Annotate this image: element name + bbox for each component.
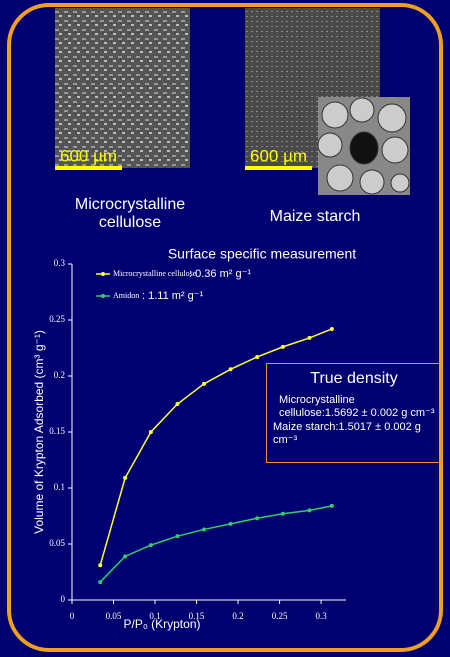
legend-label: Amidon <box>113 291 139 300</box>
image-caption: Maize starch <box>255 208 375 226</box>
y-tick-label: 0.2 <box>54 370 65 380</box>
x-tick-label: 0.05 <box>106 611 122 621</box>
x-tick-label: 0.25 <box>272 611 288 621</box>
scale-label: 600 µm <box>250 146 307 165</box>
image-caption: Microcrystalline cellulose <box>55 196 205 232</box>
series-line <box>100 506 332 582</box>
data-point <box>330 327 334 331</box>
chart-title: Surface specific measurement <box>168 246 356 262</box>
data-point <box>229 367 233 371</box>
chart: 600 µm 600 µm Surface specific measureme… <box>0 0 450 657</box>
y-tick-label: 0.25 <box>49 314 65 324</box>
slide: 600 µm 600 µm Surface specific measureme… <box>0 0 450 657</box>
legend-annotation: : 1.11 m² g⁻¹ <box>142 290 204 302</box>
data-point <box>175 402 179 406</box>
x-tick-label: 0.1 <box>149 611 160 621</box>
legend-label: Microcrystalline cellulose <box>113 269 197 278</box>
data-point <box>98 563 102 567</box>
y-axis-label: Volume of Krypton Adsorbed (cm³ g⁻¹) <box>32 330 46 534</box>
data-point <box>255 516 259 520</box>
data-point <box>202 382 206 386</box>
sem-image <box>55 8 190 168</box>
y-tick-label: 0.15 <box>49 426 65 436</box>
data-point <box>330 504 334 508</box>
data-point <box>202 527 206 531</box>
y-tick-label: 0 <box>61 594 66 604</box>
legend-marker <box>101 272 105 276</box>
data-point <box>281 512 285 516</box>
box-title: True density <box>271 370 437 388</box>
true-density-box: True density Microcrystalline cellulose:… <box>266 363 442 463</box>
y-tick-label: 0.05 <box>49 538 65 548</box>
data-point <box>149 430 153 434</box>
data-point <box>123 554 127 558</box>
legend-marker <box>101 294 105 298</box>
density-line: Maize starch:1.5017 ± 0.002 g cm⁻³ <box>273 421 437 446</box>
starch-grains <box>318 98 409 194</box>
data-point <box>307 336 311 340</box>
density-line: Microcrystalline cellulose:1.5692 ± 0.00… <box>279 394 437 419</box>
scale-label: 600 µm <box>60 146 117 165</box>
data-point <box>281 345 285 349</box>
data-point <box>123 476 127 480</box>
x-tick-label: 0.15 <box>189 611 205 621</box>
y-tick-label: 0.3 <box>54 258 66 268</box>
data-point <box>149 543 153 547</box>
data-point <box>307 508 311 512</box>
legend-annotation: : 0.36 m² g⁻¹ <box>189 268 251 280</box>
data-point <box>98 580 102 584</box>
data-point <box>255 355 259 359</box>
x-tick-label: 0.2 <box>232 611 243 621</box>
x-tick-label: 0.3 <box>315 611 327 621</box>
data-point <box>229 522 233 526</box>
data-point <box>175 534 179 538</box>
y-tick-label: 0.1 <box>54 482 65 492</box>
x-tick-label: 0 <box>70 611 75 621</box>
